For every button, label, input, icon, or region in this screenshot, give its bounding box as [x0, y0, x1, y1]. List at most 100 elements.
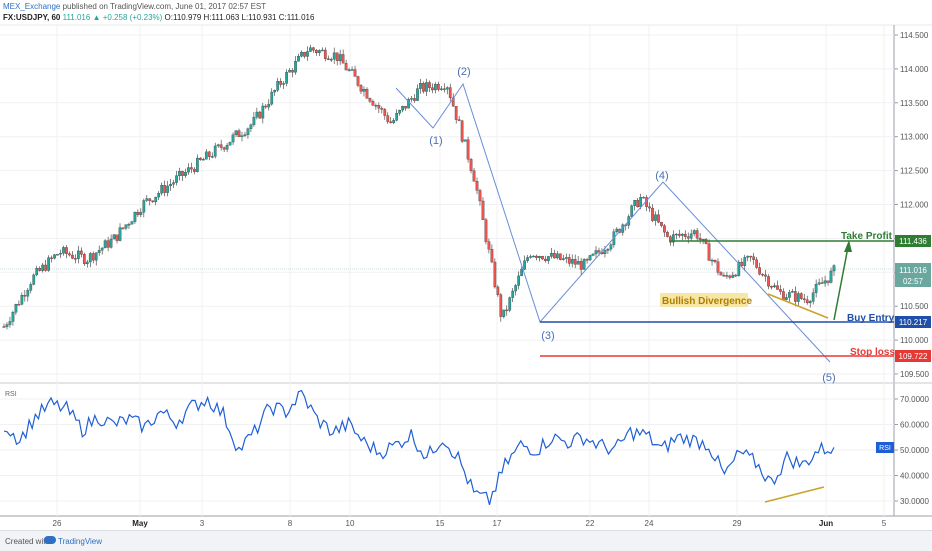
price-tick-3: 113.000: [900, 133, 929, 142]
candle-body: [77, 250, 80, 259]
candle-body: [11, 312, 15, 322]
candle-body: [249, 124, 253, 129]
footer-bar: Created with TradingView: [0, 530, 932, 551]
candle-body: [371, 101, 375, 106]
candle-body: [743, 257, 747, 266]
stop-loss-price-badge: [895, 350, 931, 362]
published-text: published on TradingView.com, June 01, 2…: [62, 2, 267, 11]
candle-body: [41, 264, 45, 271]
candle-body: [752, 256, 756, 260]
rsi-legend-badge: [876, 442, 894, 453]
candle-body: [74, 258, 77, 260]
candle-body: [651, 207, 654, 221]
candle-body: [377, 105, 381, 109]
candle-body: [297, 55, 300, 62]
candle-body: [719, 272, 723, 276]
price-tick-4: 112.500: [900, 167, 929, 176]
candle-body: [582, 259, 586, 270]
candle-body: [508, 297, 512, 311]
candle-body: [14, 304, 18, 313]
candle-body: [734, 274, 738, 277]
candle-body: [496, 286, 500, 295]
publisher-line: MEX_Exchange published on TradingView.co…: [3, 2, 266, 12]
candle-body: [416, 88, 419, 101]
candle-body: [213, 145, 217, 157]
rsi-pane-title: RSI: [5, 391, 17, 398]
candle-body: [68, 253, 71, 256]
candle-body: [817, 282, 821, 285]
candle-body: [288, 70, 291, 73]
candle-body: [472, 170, 476, 182]
tradingview-link[interactable]: TradingView: [58, 537, 103, 546]
price-tick-8: 110.500: [900, 302, 929, 311]
candle-body: [547, 256, 550, 261]
candle-body: [112, 234, 116, 240]
candle-body: [127, 224, 131, 226]
candle-body: [255, 111, 259, 118]
candle-body: [246, 128, 250, 135]
time-tick-2: 3: [200, 519, 205, 528]
candle-body: [814, 283, 818, 293]
price-tick-0: 114.500: [900, 31, 929, 40]
candle-body: [606, 248, 610, 251]
candle-body: [142, 200, 146, 213]
candle-body: [285, 72, 288, 84]
candle-body: [121, 227, 125, 229]
publisher-link[interactable]: MEX_Exchange: [3, 2, 61, 11]
candle-body: [353, 69, 357, 77]
candle-body: [773, 285, 776, 288]
rsi-axis-ticks: 70.0000 60.0000 50.0000 40.0000 30.0000: [894, 395, 929, 506]
candle-body: [457, 119, 461, 121]
candle-body: [677, 233, 681, 236]
candle-body: [755, 259, 759, 268]
rsi-tick-4: 30.0000: [900, 497, 929, 506]
candle-body: [193, 168, 196, 172]
candle-body: [335, 52, 339, 62]
time-tick-10: Jun: [819, 519, 833, 528]
candle-body: [210, 156, 214, 158]
candle-body: [425, 82, 428, 92]
candle-body: [323, 49, 327, 59]
candle-body: [823, 280, 827, 284]
rsi-divergence-line: [764, 486, 825, 503]
candle-body: [663, 225, 666, 233]
candle-body: [826, 280, 830, 283]
candle-body: [50, 257, 53, 259]
candle-body: [758, 267, 761, 275]
candle-body: [672, 234, 675, 243]
time-tick-3: 8: [288, 519, 293, 528]
candle-body: [380, 108, 384, 110]
candle-body: [196, 157, 199, 172]
candle-body: [109, 238, 113, 248]
candle-body: [222, 147, 226, 150]
stop-loss-label: Stop loss: [850, 347, 895, 358]
candle-body: [228, 141, 232, 146]
candle-body: [20, 295, 24, 305]
price-chart-canvas[interactable]: 114.500 114.000 113.500 113.000 112.500 112.0…: [0, 0, 932, 530]
candle-body: [478, 190, 482, 202]
candle-body: [561, 258, 565, 260]
candle-body: [303, 52, 306, 57]
candle-body: [588, 255, 592, 261]
candle-body: [475, 181, 479, 191]
candle-body: [47, 257, 50, 271]
candle-body: [657, 214, 660, 223]
created-with-text: Created with: [5, 537, 50, 546]
candle-body: [35, 268, 39, 276]
candle-body: [791, 291, 794, 293]
candle-body: [570, 259, 574, 264]
symbol-line: FX:USDJPY, 60 111.016 ▲ +0.258 (+0.23%) …: [3, 13, 314, 23]
time-axis-ticks: 26 May 3 8 10 15 17 22 24 29 Jun 5: [53, 519, 887, 528]
candle-body: [154, 196, 158, 203]
candle-body: [82, 254, 86, 265]
candle-body: [103, 240, 107, 249]
candle-body: [124, 224, 128, 229]
candle-body: [315, 50, 318, 54]
candle-body: [243, 134, 247, 136]
candle-body: [701, 238, 705, 241]
candle-body: [181, 171, 184, 176]
candle-body: [793, 291, 797, 302]
candle-body: [383, 109, 387, 116]
candle-body: [273, 90, 277, 93]
candle-body: [630, 205, 634, 217]
